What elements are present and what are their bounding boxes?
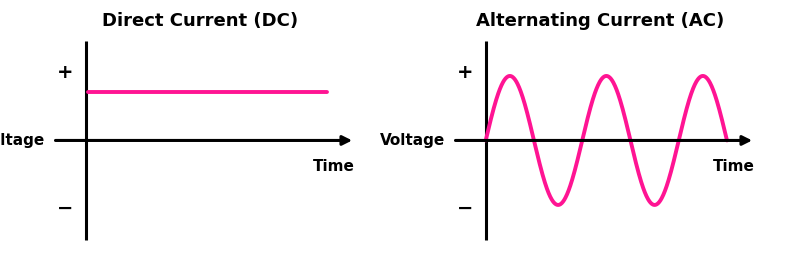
- Text: +: +: [57, 63, 74, 82]
- Text: Time: Time: [313, 159, 355, 174]
- Text: +: +: [457, 63, 474, 82]
- Text: Time: Time: [713, 159, 755, 174]
- Text: Voltage: Voltage: [0, 133, 45, 148]
- Title: Direct Current (DC): Direct Current (DC): [102, 12, 298, 30]
- Text: −: −: [58, 199, 74, 218]
- Text: −: −: [458, 199, 474, 218]
- Text: Voltage: Voltage: [380, 133, 445, 148]
- Title: Alternating Current (AC): Alternating Current (AC): [476, 12, 724, 30]
